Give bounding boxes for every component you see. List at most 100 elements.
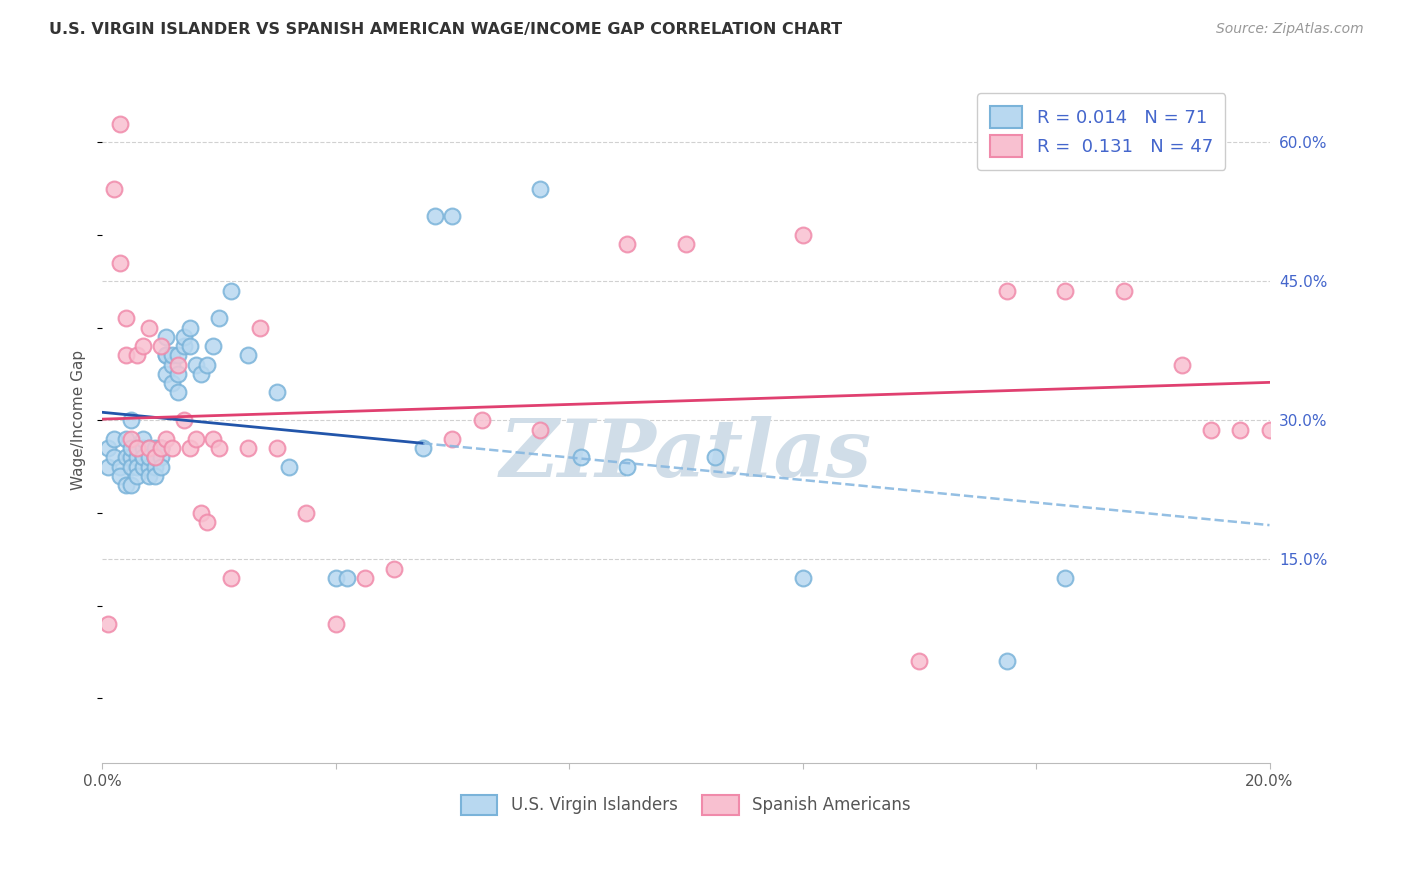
Point [208,311,231,326]
Point [155,330,177,344]
Point [132,450,155,465]
Point [792,227,814,242]
Point [138,441,160,455]
Point [219,284,242,298]
Point [155,432,177,446]
Point [114,450,136,465]
Point [325,617,347,632]
Point [441,432,464,446]
Point [325,571,347,585]
Point [195,515,218,529]
Point [103,181,125,195]
Point [138,441,160,455]
Point [120,441,142,455]
Point [995,284,1018,298]
Point [108,468,131,483]
Text: U.S. VIRGIN ISLANDER VS SPANISH AMERICAN WAGE/INCOME GAP CORRELATION CHART: U.S. VIRGIN ISLANDER VS SPANISH AMERICAN… [49,22,842,37]
Point [155,348,177,362]
Point [423,210,446,224]
Point [195,358,218,372]
Point [127,459,149,474]
Point [908,654,931,668]
Point [114,348,136,362]
Point [167,367,190,381]
Point [569,450,592,465]
Point [266,385,288,400]
Point [127,348,149,362]
Point [353,571,375,585]
Point [138,468,160,483]
Point [792,571,814,585]
Point [1199,423,1222,437]
Point [675,237,697,252]
Point [114,478,136,492]
Point [179,441,201,455]
Point [138,320,160,334]
Point [202,432,225,446]
Point [266,441,288,455]
Point [127,441,149,455]
Point [132,441,155,455]
Point [529,181,551,195]
Point [138,459,160,474]
Point [167,358,190,372]
Point [127,441,149,455]
Point [162,441,184,455]
Point [149,441,172,455]
Point [162,348,184,362]
Point [184,358,207,372]
Point [995,654,1018,668]
Point [441,210,464,224]
Point [173,413,195,427]
Point [155,348,177,362]
Point [143,450,166,465]
Point [190,506,212,520]
Point [1258,423,1281,437]
Point [143,459,166,474]
Legend: U.S. Virgin Islanders, Spanish Americans: U.S. Virgin Islanders, Spanish Americans [453,787,920,823]
Point [704,450,727,465]
Point [120,478,142,492]
Point [120,459,142,474]
Point [1054,571,1077,585]
Point [179,339,201,353]
Point [336,571,359,585]
Point [120,413,142,427]
Y-axis label: Wage/Income Gap: Wage/Income Gap [72,351,86,491]
Point [173,339,195,353]
Point [132,339,155,353]
Point [143,468,166,483]
Point [1054,284,1077,298]
Point [103,450,125,465]
Text: ZIPatlas: ZIPatlas [499,416,872,493]
Point [190,367,212,381]
Point [529,423,551,437]
Point [149,450,172,465]
Point [97,617,120,632]
Point [108,117,131,131]
Point [149,441,172,455]
Point [97,441,120,455]
Point [412,441,434,455]
Point [132,450,155,465]
Point [132,459,155,474]
Point [143,441,166,455]
Point [132,432,155,446]
Point [202,339,225,353]
Point [219,571,242,585]
Point [138,450,160,465]
Point [236,348,259,362]
Point [120,450,142,465]
Point [167,348,190,362]
Point [162,358,184,372]
Point [114,432,136,446]
Point [236,441,259,455]
Point [155,367,177,381]
Point [127,450,149,465]
Point [97,459,120,474]
Point [143,450,166,465]
Point [143,450,166,465]
Point [162,376,184,391]
Point [208,441,231,455]
Point [184,432,207,446]
